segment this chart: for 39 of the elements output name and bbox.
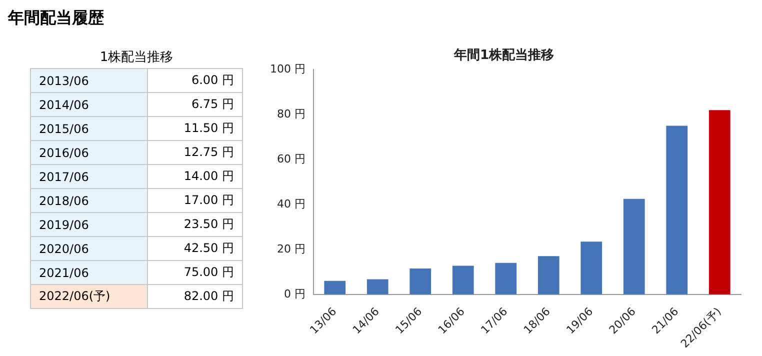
- category-label: 2021/06: [30, 260, 148, 284]
- bar: [410, 268, 432, 294]
- text: 75.00 円: [184, 265, 234, 279]
- bar: [708, 110, 730, 294]
- text: 82.00 円: [184, 289, 234, 303]
- text: 6.75 円: [191, 97, 234, 111]
- category-label: 2019/06: [30, 212, 148, 236]
- category-label: 2017/06: [30, 164, 148, 188]
- chart-title: 年間1株配当推移: [452, 48, 554, 64]
- text: 年間配当履歴: [8, 8, 105, 29]
- bar: [495, 262, 517, 294]
- y-tick-label: 40 円: [276, 197, 306, 210]
- bar: [452, 266, 474, 294]
- y-tick-label: 60 円: [276, 152, 306, 166]
- text: 11.50 円: [184, 121, 234, 135]
- text: 23.50 円: [184, 217, 234, 231]
- bar: [366, 279, 388, 294]
- category-label: 2018/06: [30, 188, 148, 212]
- bar: [324, 280, 346, 294]
- category-label: 2015/06: [30, 116, 148, 140]
- y-tick-label: 20 円: [276, 242, 306, 256]
- bar: [538, 256, 560, 294]
- y-tick-label: 80 円: [276, 107, 306, 120]
- bar: [623, 198, 645, 294]
- bar: [666, 126, 688, 294]
- category-label: 2022/06(予): [30, 284, 148, 308]
- text: 12.75 円: [184, 145, 234, 159]
- text: 17.00 円: [184, 193, 234, 207]
- text: 42.50 円: [184, 241, 234, 255]
- category-label: 2014/06: [30, 92, 148, 116]
- category-label: 2016/06: [30, 140, 148, 164]
- text: 1株配当推移: [98, 49, 174, 66]
- bar: [580, 242, 602, 294]
- text: 14.00 円: [184, 169, 234, 183]
- category-label: 2013/06: [30, 68, 148, 92]
- text: 6.00 円: [191, 73, 234, 87]
- y-tick-label: 0 円: [284, 287, 306, 300]
- y-tick-label: 100 円: [270, 62, 306, 76]
- category-label: 2020/06: [30, 236, 148, 260]
